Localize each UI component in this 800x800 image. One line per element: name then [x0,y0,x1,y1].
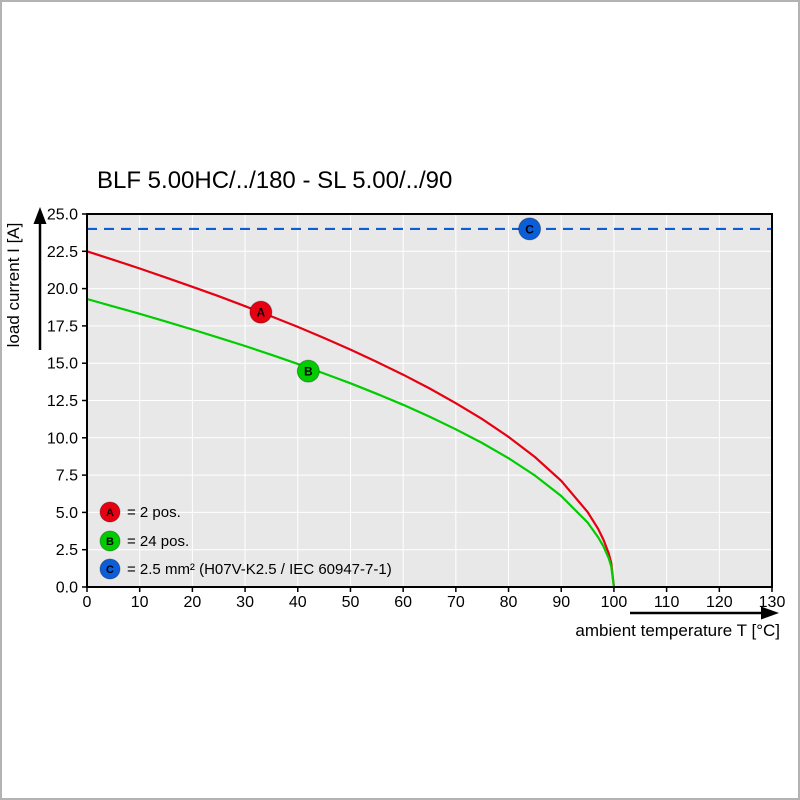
marker-circle [296,359,320,383]
curve-marker-C: C [518,217,542,241]
legend-marker-letter: B [106,536,114,548]
legend-marker-B [99,530,121,552]
x-axis-label: ambient temperature T [°C] [575,621,780,640]
axis-ticks: 0 10 20 30 40 50 60 70 80 90 100 110 120 130 0.0 2.5 5.0… [47,207,786,612]
y-tick-label: 22.5 [47,244,78,261]
series-curve-B [86,297,615,588]
x-tick-label: 20 [183,594,201,611]
marker-letter: C [525,222,534,236]
x-tick-label: 70 [447,594,465,611]
x-tick-label: 80 [500,594,518,611]
x-tick-label: 10 [131,594,149,611]
legend: A = 2 pos. B = 24 pos. C = 2.5 mm² (H07V-K2.5… [99,501,392,580]
legend-marker-letter: C [106,564,114,576]
legend-label-C: = 2.5 mm² (H07V-K2.5 / IEC 60947-7-1) [127,561,392,578]
chart-content: 0 10 20 30 40 50 60 70 80 90 100 110 120 130 0.0 2.5 5.0… [47,207,786,612]
x-tick-label: 120 [706,594,733,611]
curve-marker-A: A [249,300,273,324]
y-tick-label: 2.5 [56,542,78,559]
y-axis-label: load current I [A] [4,223,23,348]
y-axis-arrow-icon [33,207,47,350]
curve-marker-B: B [296,359,320,383]
y-tick-label: 5.0 [56,505,78,522]
legend-label-B: = 24 pos. [127,533,189,550]
x-axis-arrow-icon [630,606,779,620]
x-tick-label: 50 [342,594,360,611]
series-curves [86,227,772,588]
grid [87,214,772,587]
y-tick-label: 0.0 [56,580,78,597]
legend-label-A: = 2 pos. [127,504,181,521]
y-tick-label: 15.0 [47,356,78,373]
marker-circle [249,300,273,324]
legend-marker-C [99,558,121,580]
y-tick-label: 12.5 [47,393,78,410]
x-tick-label: 60 [394,594,412,611]
chart-title: BLF 5.00HC/../180 - SL 5.00/../90 [97,167,452,194]
y-tick-label: 25.0 [47,207,78,224]
y-tick-label: 17.5 [47,318,78,335]
x-tick-label: 100 [601,594,628,611]
legend-marker-A [99,501,121,523]
marker-circle [518,217,542,241]
marker-letter: A [257,306,266,320]
marker-letter: B [304,365,313,379]
x-tick-label: 30 [236,594,254,611]
y-tick-label: 7.5 [56,468,78,485]
x-tick-label: 0 [83,594,92,611]
series-curve-A [86,250,615,588]
x-tick-label: 110 [654,594,680,611]
y-tick-label: 10.0 [47,430,78,447]
x-tick-label: 130 [759,594,786,611]
x-tick-label: 90 [552,594,570,611]
x-tick-label: 40 [289,594,307,611]
legend-marker-letter: A [106,507,114,519]
y-tick-label: 20.0 [47,281,78,298]
